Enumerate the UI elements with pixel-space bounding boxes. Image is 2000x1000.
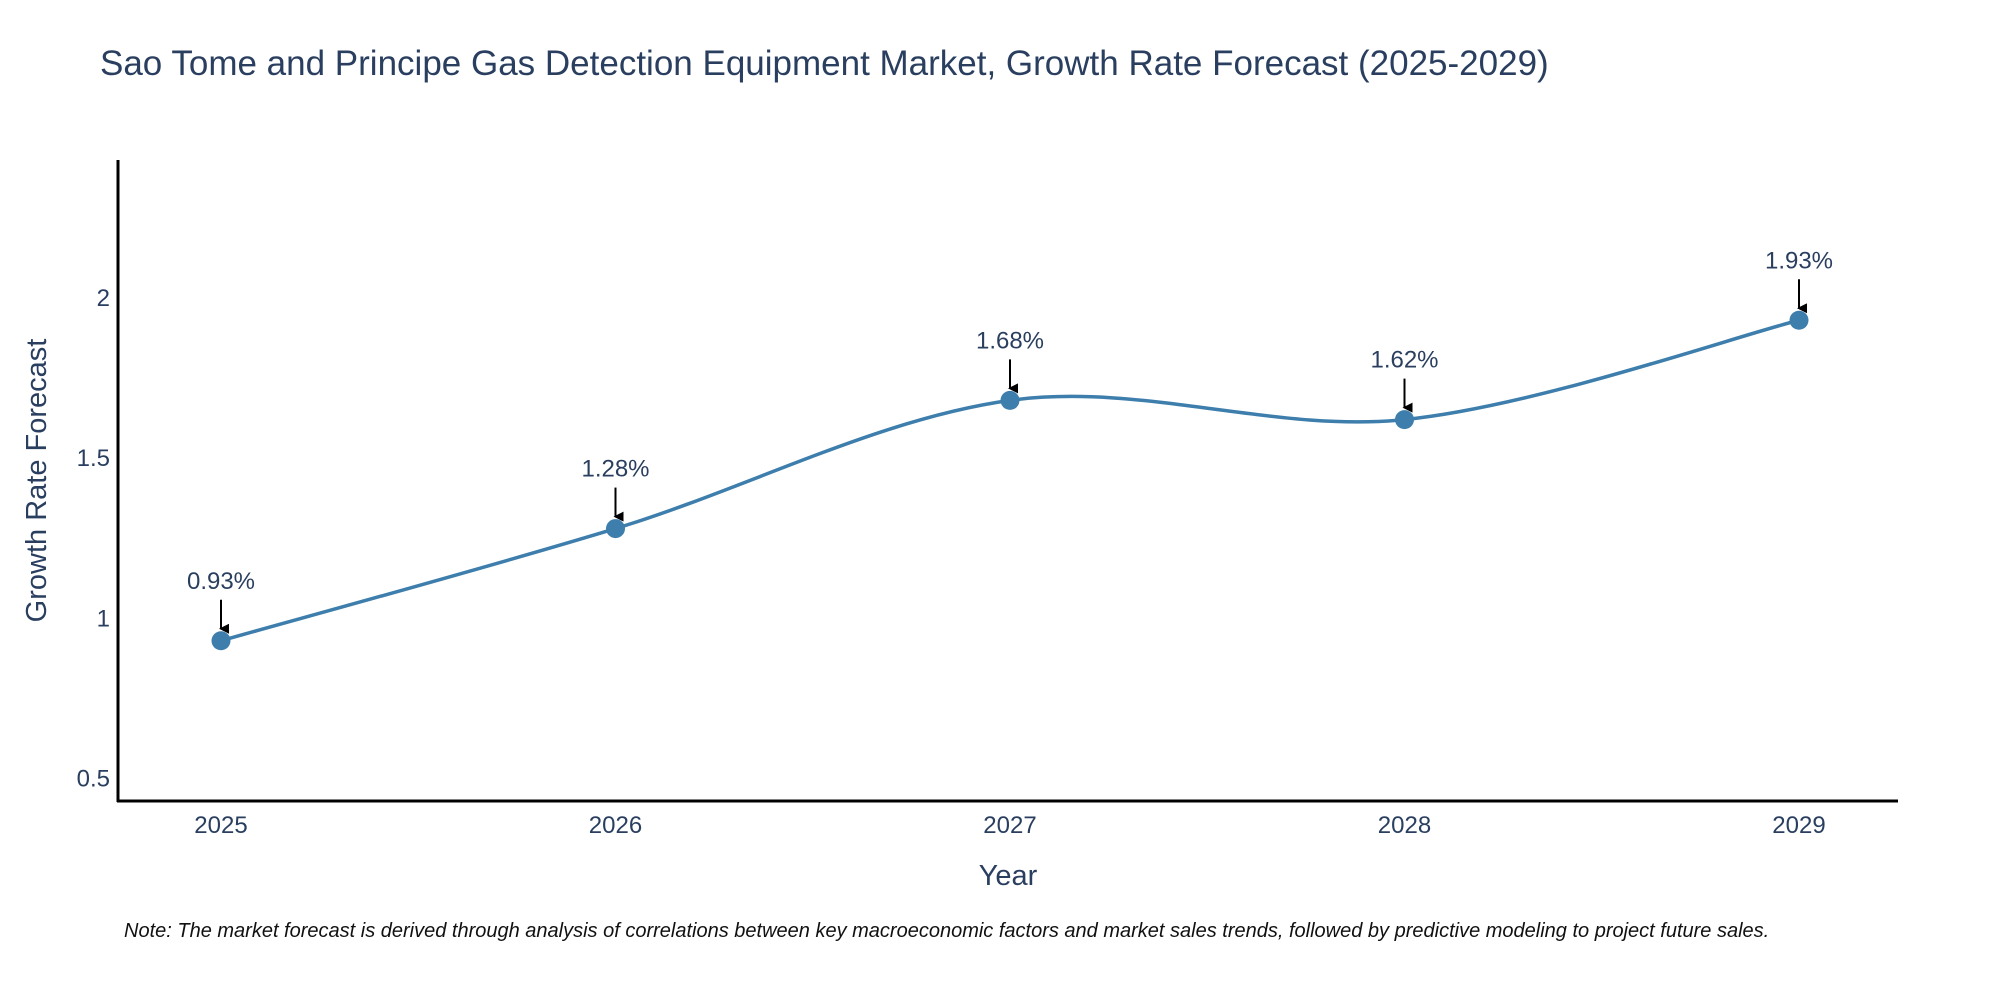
data-label: 1.93%: [1765, 247, 1833, 274]
x-axis-title: Year: [979, 860, 1038, 892]
x-tick-label: 2027: [983, 812, 1036, 839]
y-tick-label: 1: [97, 605, 110, 632]
axes-layer: [116, 160, 1898, 803]
data-label: 1.28%: [581, 456, 649, 483]
x-tick-label: 2026: [589, 812, 642, 839]
data-label: 0.93%: [187, 568, 255, 595]
data-point[interactable]: [1000, 390, 1020, 410]
data-point[interactable]: [606, 519, 625, 539]
data-point[interactable]: [1789, 310, 1809, 330]
x-tick-label: 2028: [1378, 812, 1431, 839]
data-point[interactable]: [1395, 410, 1414, 430]
annotation-layer: 0.93% 1.28% 1.68% 1.62% 1.93%: [187, 247, 1833, 634]
ticks-layer: 0.5 1 1.5 2 2025 2026 2027 2028 2029: [77, 285, 1826, 839]
chart-note: Note: The market forecast is derived thr…: [124, 920, 1770, 942]
y-axis-title: Growth Rate Forecast: [21, 339, 53, 623]
data-point[interactable]: [211, 631, 231, 651]
data-label: 1.62%: [1370, 347, 1438, 374]
x-tick-label: 2029: [1772, 812, 1825, 839]
x-tick-label: 2025: [194, 812, 247, 839]
data-label: 1.68%: [976, 327, 1044, 354]
chart-title: Sao Tome and Principe Gas Detection Equi…: [100, 44, 1549, 83]
series-layer: [211, 310, 1809, 651]
y-tick-label: 1.5: [77, 445, 110, 472]
y-tick-label: 0.5: [77, 766, 110, 793]
y-tick-label: 2: [97, 285, 110, 312]
axis-titles-layer: Year Growth Rate Forecast: [21, 339, 1038, 892]
